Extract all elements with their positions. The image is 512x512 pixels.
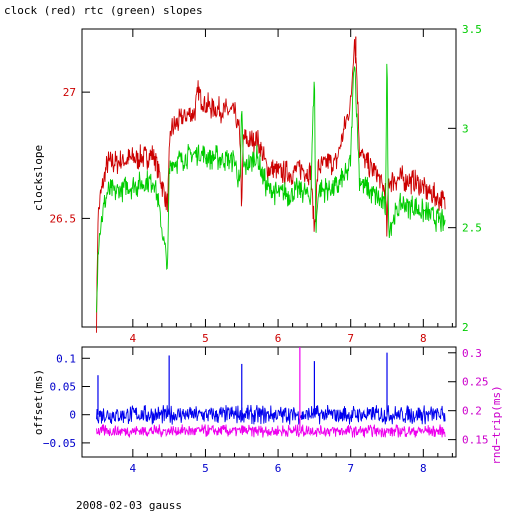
- y-right-tick-label: 0.2: [462, 405, 482, 418]
- bottom-plot-ylabel-right: rnd−trip(ms): [490, 385, 503, 464]
- top-plot-series: [96, 36, 446, 333]
- y-left-tick-label: 0.05: [50, 380, 77, 393]
- series-line-rnd-trip: [96, 424, 446, 438]
- y-left-tick-label: 27: [63, 86, 76, 99]
- x-tick-label: 8: [420, 462, 427, 475]
- y-right-tick-label: 3.5: [462, 23, 482, 36]
- bottom-plot-axes: 4 5 6 7 8 −0.05 0 0.05 0.1 0.15 0.2 0.25 0.3: [43, 347, 489, 475]
- y-right-tick-label: 0.3: [462, 347, 482, 360]
- bottom-plot-ylabel-left: offset(ms): [32, 369, 45, 435]
- x-tick-label: 5: [202, 332, 209, 345]
- y-left-tick-label: 26.5: [50, 212, 77, 225]
- x-tick-label: 6: [275, 462, 282, 475]
- x-tick-label: 7: [347, 332, 354, 345]
- series-line-offset: [96, 404, 446, 425]
- bottom-plot-series: [96, 347, 446, 438]
- top-plot-frame: [81, 28, 457, 328]
- x-tick-label: 7: [347, 462, 354, 475]
- footer-caption: 2008-02-03 gauss: [76, 499, 182, 512]
- y-left-tick-label: 0.1: [56, 352, 76, 365]
- y-right-tick-label: 2.5: [462, 222, 482, 235]
- bottom-plot-frame: [81, 346, 457, 458]
- y-left-tick-label: 0: [69, 409, 76, 422]
- x-tick-label: 6: [275, 332, 282, 345]
- top-plot-ylabel: clockslope: [32, 145, 45, 211]
- x-tick-label: 5: [202, 462, 209, 475]
- y-right-tick-label: 0.15: [462, 434, 489, 447]
- x-tick-label: 8: [420, 332, 427, 345]
- top-plot-axes: 4 5 6 7 8 26.5 27 2 2.5 3 3.5: [50, 23, 482, 345]
- y-left-tick-label: −0.05: [43, 437, 76, 450]
- y-right-tick-label: 0.25: [462, 376, 489, 389]
- y-right-tick-label: 3: [462, 122, 469, 135]
- series-line-clock: [96, 39, 446, 333]
- x-tick-label: 4: [130, 332, 137, 345]
- chart-title: clock (red) rtc (green) slopes: [4, 4, 203, 17]
- series-line-rtc: [96, 63, 446, 313]
- x-tick-label: 4: [130, 462, 137, 475]
- y-right-tick-label: 2: [462, 321, 469, 334]
